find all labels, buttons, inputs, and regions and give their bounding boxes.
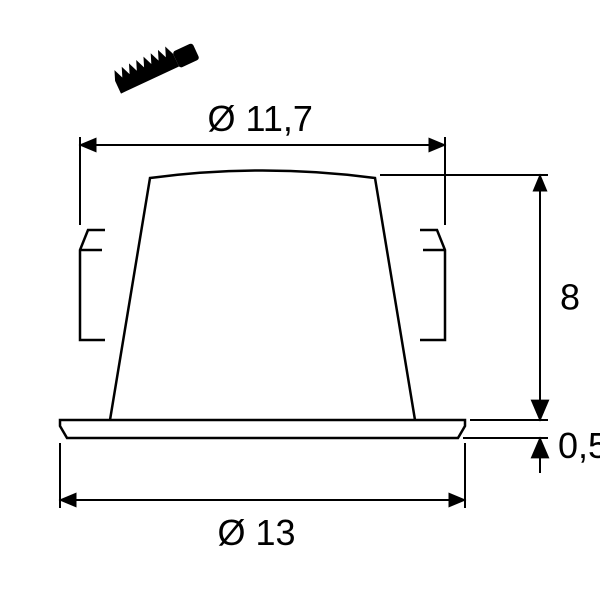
dim-height-label: 8 [560, 277, 580, 318]
saw-icon [111, 35, 200, 95]
dimension-drawing: Ø 11,7 Ø 13 8 0,5 [0, 0, 600, 600]
dim-flange-label: 0,5 [558, 425, 600, 466]
dim-overall-label: Ø 13 [218, 512, 296, 553]
flange-outline [60, 420, 465, 438]
clip-left [80, 230, 105, 340]
dim-flange-thickness: 0,5 [463, 385, 600, 473]
dim-cutout-diameter: Ø 11,7 [80, 98, 445, 225]
housing-outline [110, 171, 415, 421]
clip-right [420, 230, 445, 340]
dim-cutout-label: Ø 11,7 [208, 98, 313, 139]
dim-overall-diameter: Ø 13 [60, 443, 465, 553]
